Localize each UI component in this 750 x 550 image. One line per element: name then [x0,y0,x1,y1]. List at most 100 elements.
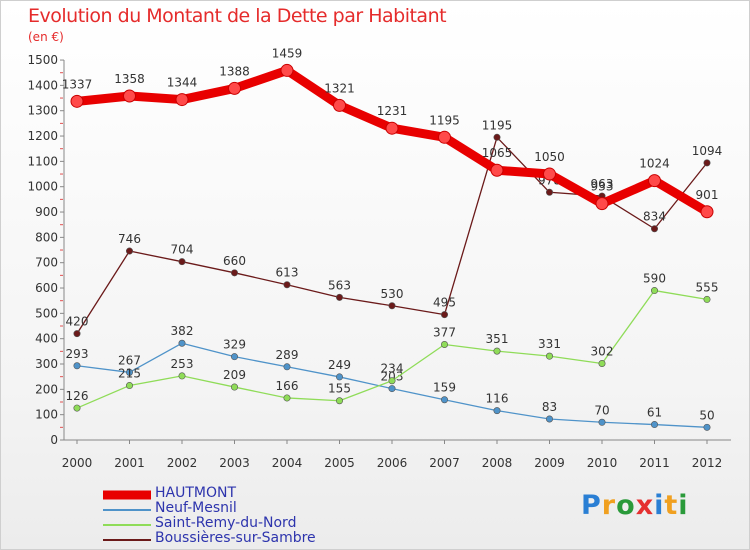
data-point [73,362,81,370]
data-label: 116 [486,392,509,406]
data-label: 50 [699,408,714,422]
chart-unit: (en €) [28,30,64,44]
data-label: 555 [696,280,719,294]
data-point [333,98,346,112]
data-point [648,174,661,188]
data-point [178,339,186,347]
data-label: 1459 [272,46,303,60]
data-label: 1094 [692,144,723,158]
legend-swatch [103,523,151,526]
data-label: 530 [381,287,404,301]
data-label: 1024 [639,157,670,171]
y-tick-label: 500 [35,306,58,320]
y-tick-label: 1400 [27,78,58,92]
chart-title: Evolution du Montant de la Dette par Hab… [28,5,447,27]
data-point [700,205,714,219]
data-label: 159 [433,381,456,395]
data-point [280,63,294,77]
x-tick-label: 2010 [587,456,618,470]
proxiti-logo: Proxiti [581,490,689,521]
legend-swatch [103,490,151,499]
x-tick-label: 2006 [377,456,408,470]
data-label: 1321 [324,81,355,95]
data-point [283,394,291,402]
data-label: 613 [276,266,299,280]
data-point [490,163,504,177]
data-point [283,281,291,289]
y-tick-label: 1500 [27,53,58,67]
data-point [228,81,241,95]
data-label: 1050 [534,150,565,164]
data-point [126,247,134,255]
data-label: 901 [696,188,719,202]
data-label: 590 [643,272,666,286]
x-tick-label: 2005 [324,456,355,470]
data-label: 834 [643,210,666,224]
x-tick-label: 2001 [114,456,145,470]
data-point [283,363,291,371]
data-point [440,396,448,404]
data-point [175,93,189,107]
data-label: 293 [66,347,89,361]
data-label: 420 [66,315,89,329]
data-label: 351 [486,332,509,346]
data-point [595,197,609,211]
logo-letter: i [654,490,665,521]
data-label: 203 [381,370,404,384]
data-point [73,404,81,412]
logo-letter: t [664,490,679,521]
data-label: 70 [594,403,609,417]
data-point [598,418,606,426]
legend-label: HAUTMONT [155,485,237,501]
legend-label: Boussières-sur-Sambre [155,530,316,546]
x-tick-label: 2011 [639,456,670,470]
data-point [440,341,448,349]
data-point [335,293,343,301]
legend-swatch [103,538,151,541]
data-label: 382 [171,324,194,338]
data-point [231,269,239,277]
x-tick-label: 2012 [692,456,723,470]
data-label: 331 [538,337,561,351]
data-label: 234 [381,362,404,376]
x-tick-label: 2003 [219,456,250,470]
y-tick-label: 600 [35,281,58,295]
data-point [388,385,396,393]
data-point [126,382,134,390]
x-tick-label: 2002 [167,456,198,470]
data-label: 495 [433,296,456,310]
data-point [231,383,239,391]
data-point [335,373,343,381]
data-point [493,347,501,355]
data-label: 267 [118,353,141,367]
data-point [703,423,711,431]
legend-label: Neuf-Mesnil [155,500,237,516]
data-label: 166 [276,379,299,393]
data-label: 329 [223,338,246,352]
data-label: 126 [66,389,89,403]
data-label: 563 [328,278,351,292]
data-point [545,188,553,196]
y-tick-label: 800 [35,230,58,244]
data-label: 83 [542,400,557,414]
data-label: 1231 [377,104,408,118]
data-point [388,302,396,310]
y-tick-label: 1100 [27,154,58,168]
data-point [335,397,343,405]
data-label: 1195 [482,118,513,132]
data-point [545,415,553,423]
data-label: 1388 [219,64,250,78]
data-label: 302 [591,345,614,359]
y-tick-label: 1000 [27,180,58,194]
data-point [650,421,658,429]
data-point [388,377,396,385]
data-point [126,368,134,376]
data-point [385,121,399,135]
data-point [545,352,553,360]
logo-letter: r [601,490,617,521]
data-label: 253 [171,357,194,371]
logo-letter: x [635,490,655,521]
data-label: 209 [223,368,246,382]
